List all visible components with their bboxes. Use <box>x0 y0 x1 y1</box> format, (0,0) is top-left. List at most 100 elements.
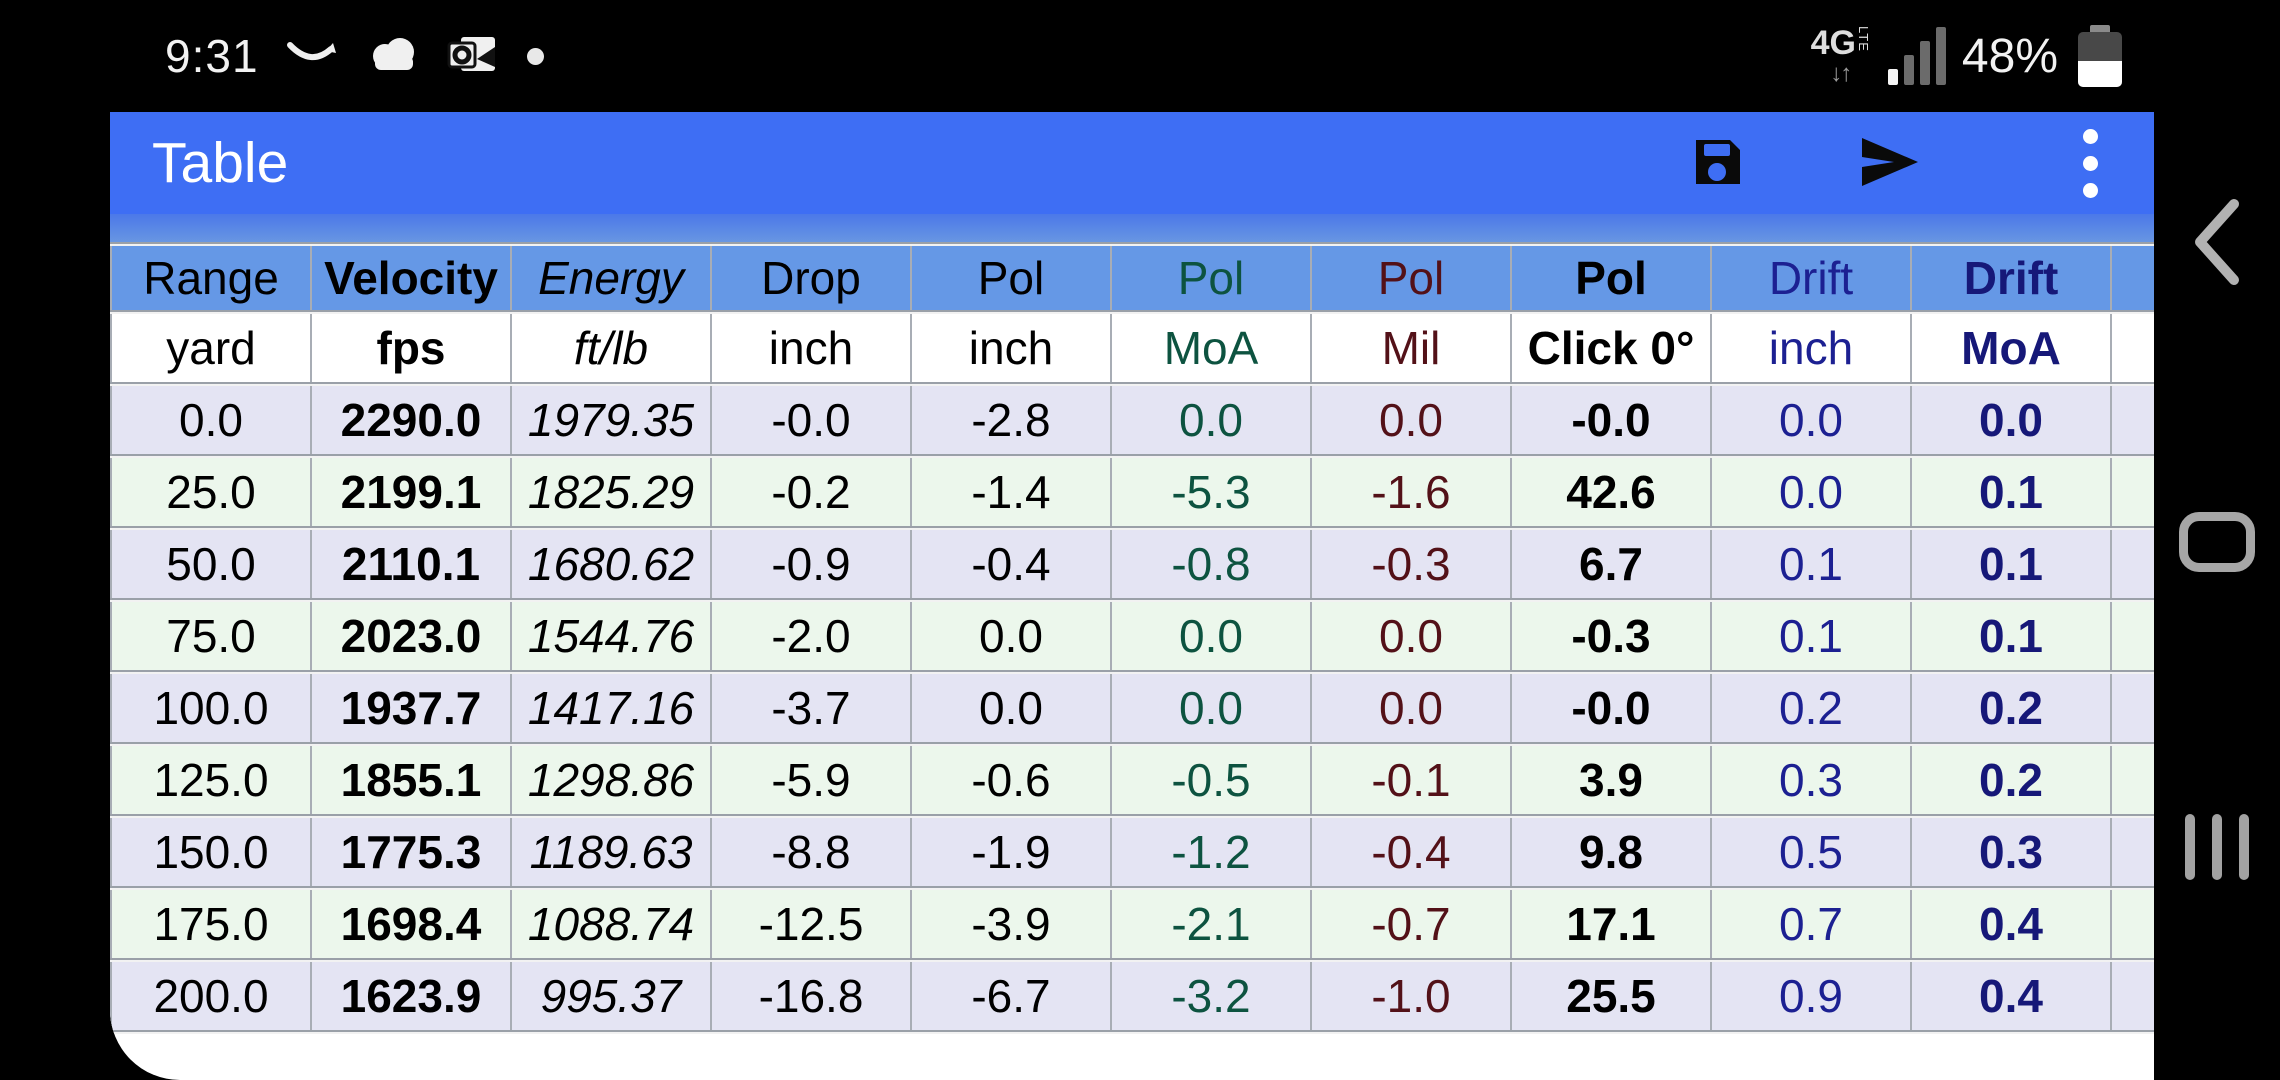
table-cell-velocity[interactable]: 2110.1 <box>312 530 512 598</box>
table-cell-pol-click[interactable]: 17.1 <box>1512 890 1712 958</box>
table-row[interactable]: 75.0 2023.0 1544.76 -2.0 0.0 0.0 0.0 -0.3 0.1 0.1 <box>110 602 2154 670</box>
table-cell-drift-inch[interactable]: 0.1 <box>1712 602 1912 670</box>
table-cell-drop[interactable]: -8.8 <box>712 818 912 886</box>
table-cell-velocity[interactable]: 2023.0 <box>312 602 512 670</box>
table-cell-drift-moa[interactable]: 0.1 <box>1912 458 2112 526</box>
table-cell-pol-moa[interactable]: -3.2 <box>1112 962 1312 1030</box>
table-cell-pol-mil[interactable]: -0.3 <box>1312 530 1512 598</box>
table-row[interactable]: 150.0 1775.3 1189.63 -8.8 -1.9 -1.2 -0.4 9.8 0.5… <box>110 818 2154 886</box>
table-cell-energy[interactable]: 1417.16 <box>512 674 712 742</box>
table-cell-pol-click[interactable]: 42.6 <box>1512 458 1712 526</box>
table-cell-drift-inch[interactable]: 0.1 <box>1712 530 1912 598</box>
table-cell-pol-inch[interactable]: -0.4 <box>912 530 1112 598</box>
table-row[interactable]: 100.0 1937.7 1417.16 -3.7 0.0 0.0 0.0 -0.0 0.2 0.… <box>110 674 2154 742</box>
table-cell-drift-inch[interactable]: 0.7 <box>1712 890 1912 958</box>
table-row[interactable]: 125.0 1855.1 1298.86 -5.9 -0.6 -0.5 -0.1 3.9 0.3… <box>110 746 2154 814</box>
table-cell-velocity[interactable]: 2290.0 <box>312 386 512 454</box>
table-cell-drop[interactable]: -16.8 <box>712 962 912 1030</box>
table-cell-drift-inch[interactable]: 0.2 <box>1712 674 1912 742</box>
table-cell-range[interactable]: 175.0 <box>112 890 312 958</box>
table-cell-range[interactable]: 150.0 <box>112 818 312 886</box>
table-cell-pol-inch[interactable]: 0.0 <box>912 674 1112 742</box>
table-cell-drift-moa[interactable]: 0.4 <box>1912 890 2112 958</box>
table-cell-pol-inch[interactable]: -2.8 <box>912 386 1112 454</box>
table-cell-pol-mil[interactable]: -1.0 <box>1312 962 1512 1030</box>
table-cell-drift-inch[interactable]: 0.3 <box>1712 746 1912 814</box>
table-cell-range[interactable]: 125.0 <box>112 746 312 814</box>
table-cell-drift-inch[interactable]: 0.5 <box>1712 818 1912 886</box>
table-row[interactable]: 0.0 2290.0 1979.35 -0.0 -2.8 0.0 0.0 -0.0 0.0 0.0 <box>110 386 2154 454</box>
table-cell-drift-moa[interactable]: 0.1 <box>1912 530 2112 598</box>
table-cell-drift-inch[interactable]: 0.0 <box>1712 386 1912 454</box>
table-cell-drift-moa[interactable]: 0.2 <box>1912 746 2112 814</box>
table-cell-pol-mil[interactable]: 0.0 <box>1312 674 1512 742</box>
table-cell-energy[interactable]: 1979.35 <box>512 386 712 454</box>
table-cell-drift-moa[interactable]: 0.4 <box>1912 962 2112 1030</box>
table-cell-pol-click[interactable]: 3.9 <box>1512 746 1712 814</box>
nav-back-button[interactable] <box>2154 173 2280 313</box>
table-cell-range[interactable]: 25.0 <box>112 458 312 526</box>
table-cell-pol-mil[interactable]: -0.1 <box>1312 746 1512 814</box>
table-row[interactable]: 175.0 1698.4 1088.74 -12.5 -3.9 -2.1 -0.7 17.1 0… <box>110 890 2154 958</box>
table-cell-drift-moa[interactable]: 0.3 <box>1912 818 2112 886</box>
table-cell-velocity[interactable]: 1855.1 <box>312 746 512 814</box>
table-cell-drop[interactable]: -0.9 <box>712 530 912 598</box>
table-cell-range[interactable]: 0.0 <box>112 386 312 454</box>
send-button[interactable] <box>1860 128 1920 198</box>
table-cell-energy[interactable]: 1189.63 <box>512 818 712 886</box>
table-cell-pol-click[interactable]: 6.7 <box>1512 530 1712 598</box>
table-cell-drift-moa[interactable]: 0.2 <box>1912 674 2112 742</box>
table-cell-pol-moa[interactable]: 0.0 <box>1112 386 1312 454</box>
table-cell-drift-inch[interactable]: 0.9 <box>1712 962 1912 1030</box>
table-cell-energy[interactable]: 1825.29 <box>512 458 712 526</box>
table-cell-pol-moa[interactable]: -2.1 <box>1112 890 1312 958</box>
table-cell-drop[interactable]: -0.2 <box>712 458 912 526</box>
table-cell-pol-mil[interactable]: 0.0 <box>1312 602 1512 670</box>
table-cell-pol-mil[interactable]: -1.6 <box>1312 458 1512 526</box>
table-cell-pol-click[interactable]: -0.3 <box>1512 602 1712 670</box>
table-cell-range[interactable]: 75.0 <box>112 602 312 670</box>
table-cell-drift-moa[interactable]: 0.0 <box>1912 386 2112 454</box>
table-row[interactable]: 25.0 2199.1 1825.29 -0.2 -1.4 -5.3 -1.6 42.6 0.0… <box>110 458 2154 526</box>
table-cell-energy[interactable]: 1088.74 <box>512 890 712 958</box>
table-cell-range[interactable]: 200.0 <box>112 962 312 1030</box>
table-cell-pol-mil[interactable]: 0.0 <box>1312 386 1512 454</box>
table-cell-energy[interactable]: 1298.86 <box>512 746 712 814</box>
table-cell-range[interactable]: 100.0 <box>112 674 312 742</box>
table-cell-energy[interactable]: 1544.76 <box>512 602 712 670</box>
table-cell-pol-mil[interactable]: -0.7 <box>1312 890 1512 958</box>
table-cell-pol-click[interactable]: 9.8 <box>1512 818 1712 886</box>
table-cell-drop[interactable]: -12.5 <box>712 890 912 958</box>
table-cell-drop[interactable]: -2.0 <box>712 602 912 670</box>
table-cell-pol-inch[interactable]: -3.9 <box>912 890 1112 958</box>
table-cell-pol-inch[interactable]: 0.0 <box>912 602 1112 670</box>
table-cell-drift-inch[interactable]: 0.0 <box>1712 458 1912 526</box>
table-cell-velocity[interactable]: 2199.1 <box>312 458 512 526</box>
table-cell-energy[interactable]: 1680.62 <box>512 530 712 598</box>
table-cell-drift-moa[interactable]: 0.1 <box>1912 602 2112 670</box>
table-cell-velocity[interactable]: 1937.7 <box>312 674 512 742</box>
table-cell-pol-moa[interactable]: 0.0 <box>1112 602 1312 670</box>
table-cell-pol-inch[interactable]: -0.6 <box>912 746 1112 814</box>
table-cell-pol-moa[interactable]: 0.0 <box>1112 674 1312 742</box>
table-cell-range[interactable]: 50.0 <box>112 530 312 598</box>
table-cell-drop[interactable]: -5.9 <box>712 746 912 814</box>
table-cell-drop[interactable]: -3.7 <box>712 674 912 742</box>
nav-recents-button[interactable] <box>2154 777 2280 917</box>
table-cell-pol-inch[interactable]: -1.9 <box>912 818 1112 886</box>
table-cell-pol-moa[interactable]: -0.5 <box>1112 746 1312 814</box>
nav-home-button[interactable] <box>2154 472 2280 612</box>
table-cell-velocity[interactable]: 1698.4 <box>312 890 512 958</box>
table-cell-energy[interactable]: 995.37 <box>512 962 712 1030</box>
table-cell-pol-click[interactable]: -0.0 <box>1512 674 1712 742</box>
table-cell-pol-moa[interactable]: -1.2 <box>1112 818 1312 886</box>
table-row[interactable]: 200.0 1623.9 995.37 -16.8 -6.7 -3.2 -1.0 25.5 0.… <box>110 962 2154 1030</box>
table-cell-pol-mil[interactable]: -0.4 <box>1312 818 1512 886</box>
table-cell-velocity[interactable]: 1775.3 <box>312 818 512 886</box>
table-cell-pol-moa[interactable]: -0.8 <box>1112 530 1312 598</box>
overflow-menu-button[interactable] <box>2060 128 2120 198</box>
table-cell-velocity[interactable]: 1623.9 <box>312 962 512 1030</box>
table-cell-pol-inch[interactable]: -1.4 <box>912 458 1112 526</box>
table-cell-pol-click[interactable]: -0.0 <box>1512 386 1712 454</box>
save-button[interactable] <box>1688 128 1748 198</box>
